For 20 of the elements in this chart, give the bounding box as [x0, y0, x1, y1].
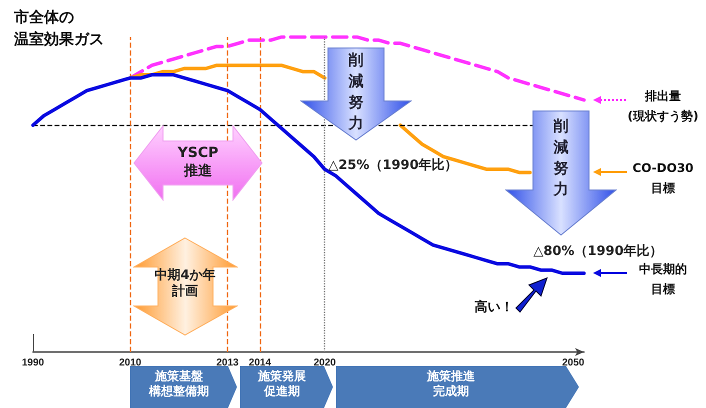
x-tick-label: 2050: [562, 358, 585, 368]
y-axis-title: 市全体の温室効果ガス: [14, 7, 105, 50]
annotation: YSCP 推進: [176, 145, 220, 180]
x-tick-label: 2013: [216, 358, 240, 368]
x-tick-label: 2010: [119, 358, 142, 368]
annotation: 削減努力: [552, 116, 570, 200]
annotation: 削減努力: [347, 50, 364, 134]
legend-label: CO-DO30 目標: [631, 160, 695, 198]
legend-label: 中長期的目標: [638, 261, 688, 298]
annotation: △25%（1990年比）: [327, 158, 459, 174]
x-tick-label: 2014: [248, 358, 272, 368]
text: 施策発展促進期: [256, 369, 307, 399]
text: 施策基盤構想整備期: [148, 369, 210, 399]
annotation: 中期4か年計画: [153, 268, 217, 300]
annotation: △80%（1990年比）: [532, 244, 664, 260]
annotation: 高い！: [474, 300, 514, 316]
text: 施策推進完成期: [426, 369, 476, 399]
x-tick-label: 1990: [22, 358, 45, 368]
legend-label: 排出量 (現状すう勢): [626, 88, 700, 125]
x-tick-label: 2020: [314, 358, 336, 368]
